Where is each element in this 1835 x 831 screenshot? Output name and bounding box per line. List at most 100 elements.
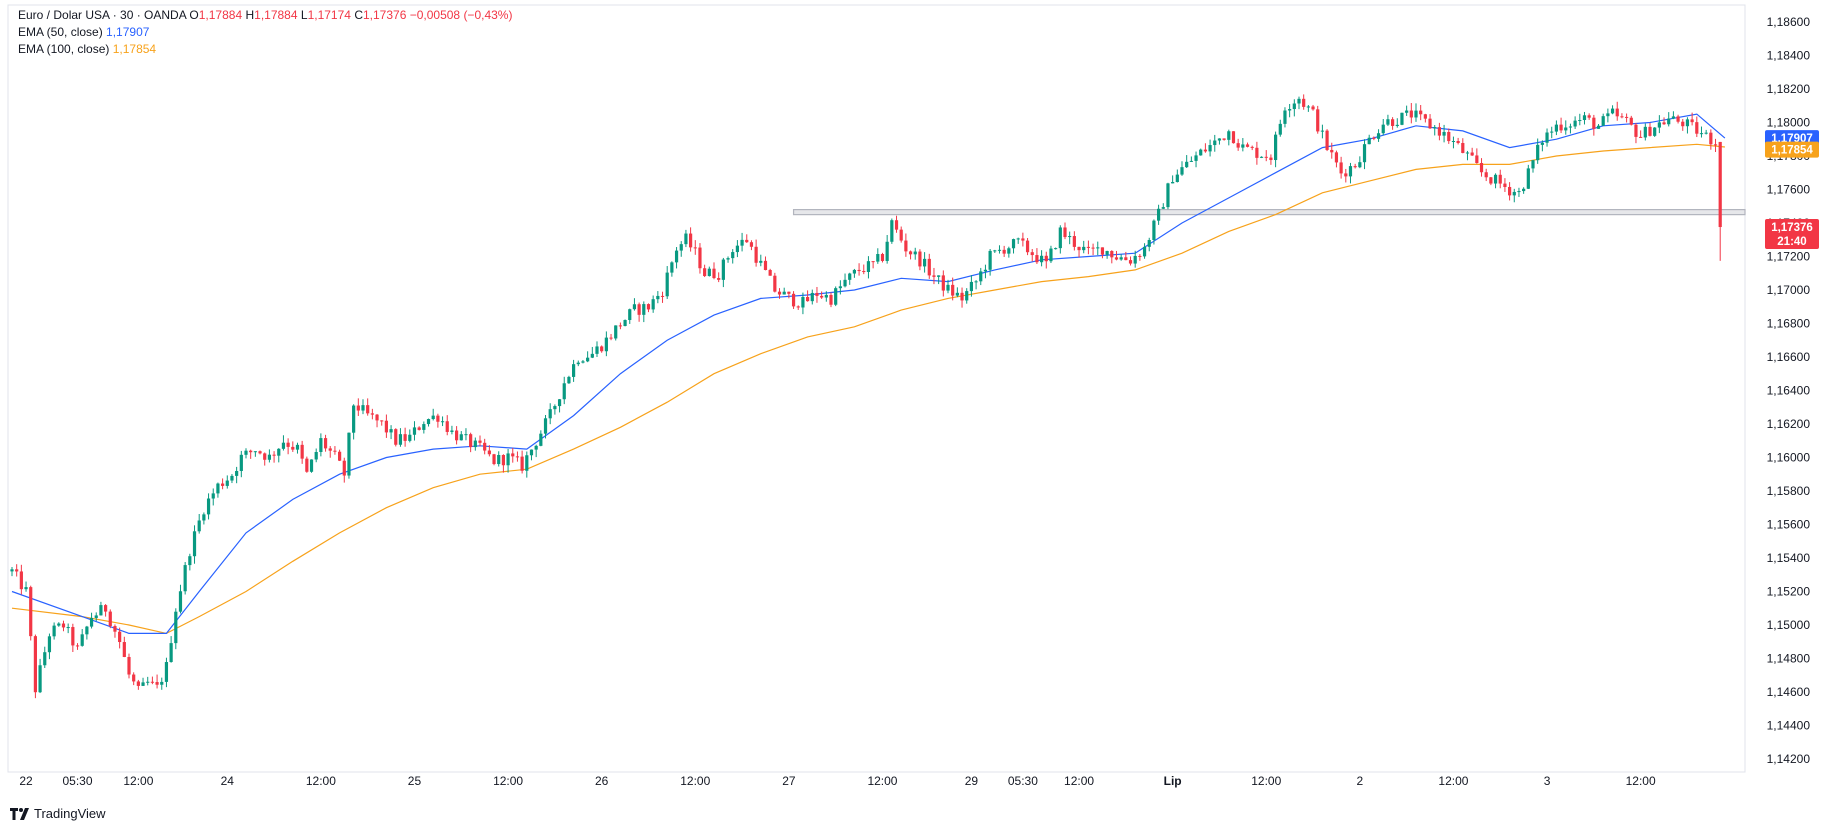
candle-body — [567, 376, 571, 384]
chart-frame — [7, 4, 1746, 773]
candle-body — [1171, 182, 1175, 184]
candle-body — [997, 249, 1002, 251]
x-tick-label: 22 — [19, 774, 33, 788]
ema50-value: 1,17907 — [106, 25, 150, 39]
tradingview-logo[interactable]: TradingView — [10, 806, 106, 821]
time-axis[interactable]: 22 05:30 12:00 24 12:00 25 12:00 26 12:00 27 12:00… — [19, 774, 1656, 788]
candle-body — [1175, 174, 1179, 183]
candle-body — [136, 681, 140, 686]
candle-body — [703, 268, 707, 277]
candle-body — [1199, 149, 1203, 156]
candle-body — [1451, 141, 1456, 143]
candle-body — [562, 383, 566, 400]
candle-body — [1713, 144, 1718, 146]
x-tick-label: 2 — [1356, 774, 1363, 788]
candle-body — [1035, 255, 1039, 263]
candle-body — [1699, 133, 1704, 135]
candle-body — [291, 446, 295, 450]
x-tick-label: 12:00 — [1438, 774, 1468, 788]
candle-body — [1531, 160, 1535, 169]
y-tick-label: 1,14200 — [1767, 752, 1811, 766]
candle-body — [1194, 155, 1198, 161]
candle-body — [1610, 108, 1615, 114]
candle-body — [253, 451, 257, 453]
candle-body — [113, 626, 117, 632]
candle-body — [1639, 136, 1643, 138]
candle-body — [993, 250, 997, 252]
candle-body — [1465, 152, 1470, 154]
candle-body — [328, 448, 332, 451]
candle-body — [834, 288, 838, 305]
candle-body — [1138, 255, 1142, 257]
x-tick-label: 26 — [595, 774, 609, 788]
candle-body — [923, 258, 927, 267]
candle-body — [820, 295, 824, 298]
candle-body — [572, 364, 576, 377]
ema100-value: 1,17854 — [112, 42, 157, 56]
ema100-legend[interactable]: EMA (100, close) 1,17854 — [18, 41, 512, 58]
candle-body — [398, 434, 403, 445]
candle-body — [679, 244, 683, 251]
tradingview-icon — [10, 807, 29, 820]
candle-body — [267, 454, 271, 460]
candle-body — [1657, 122, 1661, 128]
change-value: −0,00508 (−0,43%) — [409, 8, 513, 22]
ema-50-line — [11, 113, 1726, 635]
symbol-label: Euro / Dolar USA · 30 · OANDA — [18, 8, 187, 22]
candle-body — [183, 565, 187, 592]
candle-body — [899, 229, 903, 241]
candle-body — [1578, 120, 1582, 122]
candle-body — [782, 291, 786, 295]
ema100-price-tag-bg — [1765, 141, 1819, 158]
candle-body — [71, 627, 75, 646]
x-tick-label: 24 — [221, 774, 235, 788]
candle-body — [1545, 132, 1549, 143]
candle-body — [352, 405, 356, 433]
candle-body — [1690, 119, 1694, 123]
candle-body — [1007, 248, 1011, 254]
candle-body — [754, 246, 758, 263]
candle-body — [1142, 246, 1147, 257]
candle-body — [1250, 146, 1254, 148]
candle-body — [843, 279, 847, 287]
candle-body — [1676, 116, 1680, 122]
candle-body — [1339, 162, 1343, 174]
y-tick-label: 1,14600 — [1767, 685, 1811, 699]
y-tick-label: 1,18000 — [1767, 116, 1811, 130]
ohlc-legend[interactable]: Euro / Dolar USA · 30 · OANDA O1,17884 H… — [18, 7, 512, 24]
candle-body — [1316, 109, 1320, 132]
candle-body — [581, 361, 585, 363]
candle-body — [1213, 140, 1217, 146]
candle-body — [1227, 131, 1231, 140]
candle-body — [1456, 141, 1460, 144]
x-tick-label: 25 — [408, 774, 422, 788]
candle-body — [1358, 162, 1362, 168]
candle-body — [721, 259, 725, 280]
candle-body — [249, 450, 253, 453]
candle-body — [108, 611, 112, 627]
candle-body — [693, 247, 697, 249]
candle-body — [1596, 125, 1601, 129]
candle-body — [665, 272, 669, 297]
candle-body — [871, 261, 875, 263]
candle-body — [787, 291, 791, 294]
candle-body — [1526, 168, 1530, 189]
candle-body — [885, 241, 889, 261]
price-axis[interactable]: 1,186001,184001,182001,180001,178001,176… — [1767, 15, 1811, 766]
candle-body — [1634, 124, 1638, 137]
x-tick-label: 05:30 — [1008, 774, 1038, 788]
candle-body — [164, 662, 169, 682]
candle-body — [946, 284, 950, 291]
candle-body — [1503, 183, 1507, 187]
ema50-legend[interactable]: EMA (50, close) 1,17907 — [18, 24, 512, 41]
candle-body — [1297, 98, 1301, 104]
candle-body — [1114, 257, 1119, 260]
candle-body — [1058, 227, 1062, 249]
candle-body — [1325, 130, 1329, 150]
candle-body — [876, 254, 880, 262]
candle-body — [1428, 118, 1432, 129]
candle-body — [1447, 131, 1451, 142]
candle-body — [651, 299, 655, 310]
candle-body — [235, 470, 239, 476]
